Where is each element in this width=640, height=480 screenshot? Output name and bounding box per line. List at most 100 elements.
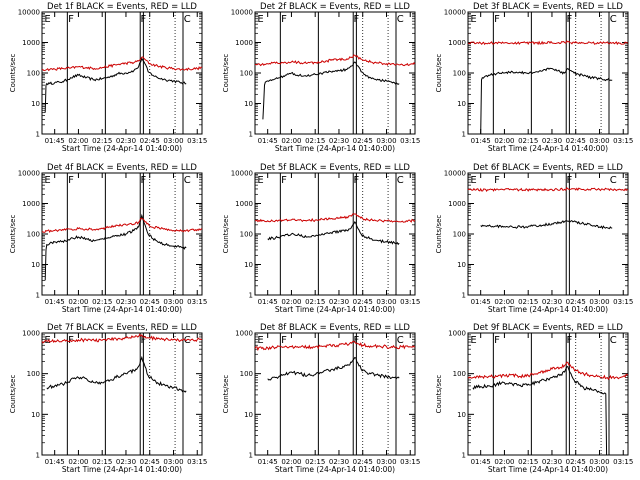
x-tick-label: 01:45 bbox=[45, 137, 65, 145]
y-tick-label: 10 bbox=[457, 100, 466, 108]
x-tick-label: 03:15 bbox=[613, 458, 633, 466]
panel-title: Det 5f BLACK = Events, RED = LLD bbox=[260, 163, 410, 173]
interval-flag: F bbox=[68, 14, 74, 25]
interval-flag: F bbox=[281, 175, 287, 186]
y-tick-label: 100 bbox=[453, 370, 466, 378]
y-tick-label: 100 bbox=[27, 370, 40, 378]
events-series-line bbox=[267, 356, 400, 381]
y-tick-label: 1 bbox=[249, 292, 253, 300]
x-tick-label: 02:30 bbox=[542, 298, 562, 306]
x-axis-label: Start Time (24-Apr-14 01:40:00) bbox=[62, 144, 182, 153]
y-tick-label: 1000 bbox=[448, 330, 466, 338]
panel-title: Det 9f BLACK = Events, RED = LLD bbox=[473, 323, 623, 333]
x-tick-label: 02:45 bbox=[353, 137, 373, 145]
y-tick-label: 1 bbox=[36, 292, 40, 300]
y-axis-label: Counts/sec bbox=[435, 375, 443, 414]
interval-flag: F bbox=[567, 14, 573, 25]
x-tick-label: 02:15 bbox=[92, 298, 112, 306]
x-tick-label: 01:45 bbox=[471, 298, 491, 306]
events-series-line bbox=[480, 220, 613, 230]
events-series-line bbox=[46, 355, 187, 393]
x-tick-label: 03:15 bbox=[613, 137, 633, 145]
interval-flag: F bbox=[354, 335, 360, 346]
lld-series-line bbox=[254, 54, 416, 67]
interval-flag: E bbox=[44, 175, 50, 186]
y-tick-label: 1 bbox=[249, 131, 253, 139]
x-tick-label: 02:30 bbox=[329, 298, 349, 306]
detector-panel-1: Det 1f BLACK = Events, RED = LLD 1 10 100 10… bbox=[9, 2, 207, 153]
events-series-line bbox=[267, 220, 400, 246]
y-tick-label: 1000 bbox=[448, 39, 466, 47]
y-tick-label: 10 bbox=[244, 100, 253, 108]
x-tick-label: 03:00 bbox=[376, 458, 396, 466]
plot-frame bbox=[467, 11, 629, 135]
plot-frame bbox=[254, 172, 416, 296]
events-series-line bbox=[262, 61, 400, 120]
x-tick-label: 02:30 bbox=[329, 458, 349, 466]
x-tick-label: 02:00 bbox=[281, 298, 301, 306]
y-axis-label: Counts/sec bbox=[435, 215, 443, 254]
interval-flag: C bbox=[184, 14, 191, 25]
lld-series-line bbox=[467, 186, 629, 193]
x-tick-label: 02:15 bbox=[518, 298, 538, 306]
y-tick-label: 10000 bbox=[444, 170, 466, 178]
interval-flag: F bbox=[281, 14, 287, 25]
x-tick-label: 02:30 bbox=[116, 458, 136, 466]
y-tick-label: 1000 bbox=[235, 39, 253, 47]
plot-frame bbox=[41, 332, 203, 456]
interval-flag: F bbox=[567, 335, 573, 346]
x-tick-label: 02:45 bbox=[353, 458, 373, 466]
x-axis-label: Start Time (24-Apr-14 01:40:00) bbox=[62, 305, 182, 314]
y-tick-label: 10000 bbox=[231, 170, 253, 178]
y-tick-label: 10 bbox=[31, 261, 40, 269]
plot-frame bbox=[467, 332, 629, 456]
x-tick-label: 03:00 bbox=[163, 298, 183, 306]
plot-frame bbox=[41, 172, 203, 296]
interval-flag: E bbox=[470, 335, 476, 346]
y-tick-label: 1000 bbox=[235, 330, 253, 338]
x-tick-label: 02:00 bbox=[494, 298, 514, 306]
x-tick-label: 03:00 bbox=[589, 458, 609, 466]
interval-flag: F bbox=[68, 175, 74, 186]
y-axis-label: Counts/sec bbox=[222, 375, 230, 414]
x-tick-label: 01:45 bbox=[258, 137, 278, 145]
interval-flag: F bbox=[354, 14, 360, 25]
x-axis-label: Start Time (24-Apr-14 01:40:00) bbox=[275, 305, 395, 314]
interval-flag: E bbox=[44, 14, 50, 25]
y-axis-label: Counts/sec bbox=[222, 215, 230, 254]
x-tick-label: 03:15 bbox=[400, 458, 420, 466]
y-tick-label: 100 bbox=[240, 70, 253, 78]
detector-panel-6: Det 6f BLACK = Events, RED = LLD 1 10 100 10… bbox=[435, 163, 633, 314]
interval-flag: F bbox=[494, 335, 500, 346]
interval-flag: F bbox=[141, 335, 147, 346]
detector-panel-9: Det 9f BLACK = Events, RED = LLD 1 10 100 10… bbox=[435, 323, 633, 474]
x-tick-label: 02:00 bbox=[494, 137, 514, 145]
x-tick-label: 02:00 bbox=[281, 458, 301, 466]
y-axis-label: Counts/sec bbox=[9, 375, 17, 414]
y-tick-label: 1 bbox=[36, 452, 40, 460]
y-tick-label: 100 bbox=[240, 370, 253, 378]
events-series-line bbox=[44, 213, 187, 281]
y-tick-label: 10 bbox=[31, 100, 40, 108]
interval-flag: F bbox=[494, 14, 500, 25]
y-tick-label: 1 bbox=[462, 131, 466, 139]
y-tick-label: 10 bbox=[457, 261, 466, 269]
x-tick-label: 01:45 bbox=[471, 458, 491, 466]
x-tick-label: 02:00 bbox=[494, 458, 514, 466]
x-tick-label: 02:30 bbox=[116, 298, 136, 306]
y-tick-label: 1000 bbox=[235, 200, 253, 208]
y-tick-label: 100 bbox=[27, 70, 40, 78]
x-tick-label: 01:45 bbox=[45, 458, 65, 466]
x-tick-label: 03:00 bbox=[163, 137, 183, 145]
y-tick-label: 10 bbox=[31, 411, 40, 419]
y-axis-label: Counts/sec bbox=[222, 54, 230, 93]
plot-frame bbox=[467, 172, 629, 296]
y-tick-label: 1 bbox=[462, 452, 466, 460]
x-tick-label: 01:45 bbox=[258, 458, 278, 466]
x-tick-label: 02:15 bbox=[305, 298, 325, 306]
x-tick-label: 02:30 bbox=[542, 458, 562, 466]
interval-flag: E bbox=[470, 14, 476, 25]
interval-flag: C bbox=[184, 175, 191, 186]
y-tick-label: 1000 bbox=[22, 200, 40, 208]
